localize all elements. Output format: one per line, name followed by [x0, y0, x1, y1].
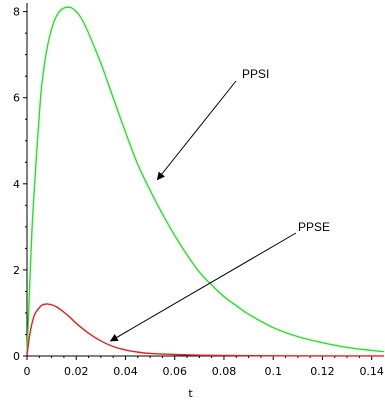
annotations: PPSI PPSE	[109, 67, 330, 342]
x-tick-label: 0.1	[264, 365, 282, 378]
x-tick-label: 0.06	[162, 365, 187, 378]
y-tick-label: 0	[13, 350, 20, 363]
annotation-arrow-ppsi	[156, 80, 237, 181]
x-axis-title: t	[188, 387, 193, 400]
axes: 0 0.02 0.04 0.06 0.08 0.1 0.12 0.14 0 2 4 6 8 t	[13, 3, 384, 400]
x-tick-label: 0	[24, 365, 31, 378]
series-layer	[26, 6, 385, 357]
x-tick-label: 0.14	[359, 365, 384, 378]
annotation-label-ppse: PPSE	[298, 220, 330, 234]
x-tick-label: 0.08	[212, 365, 237, 378]
series-line-ppse	[26, 303, 385, 357]
series-line-ppsi	[26, 6, 385, 354]
y-tick-label: 8	[13, 6, 20, 19]
y-tick-label: 4	[13, 178, 20, 191]
y-tick-label: 6	[13, 92, 20, 105]
annotation-label-ppsi: PPSI	[242, 67, 269, 81]
y-tick-label: 2	[13, 264, 20, 277]
x-tick-label: 0.02	[64, 365, 89, 378]
annotation-arrow-ppse	[109, 232, 297, 342]
x-tick-label: 0.12	[310, 365, 335, 378]
x-tick-label: 0.04	[113, 365, 138, 378]
